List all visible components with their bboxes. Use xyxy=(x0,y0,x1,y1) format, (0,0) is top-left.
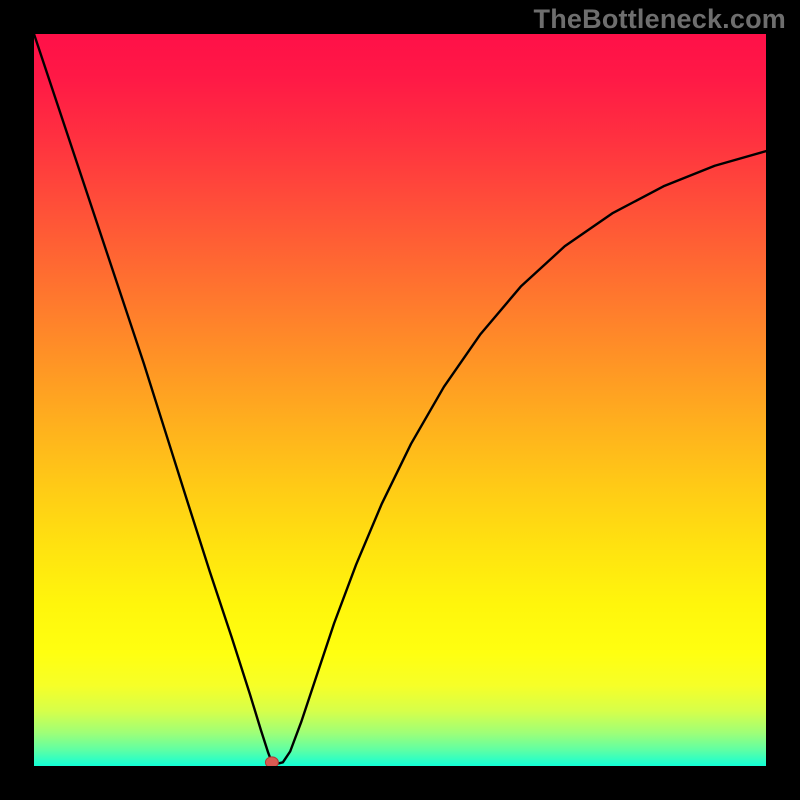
plot-background xyxy=(34,34,766,766)
watermark-text: TheBottleneck.com xyxy=(534,4,786,35)
min-marker xyxy=(265,757,278,766)
plot-area xyxy=(34,34,766,766)
plot-svg xyxy=(34,34,766,766)
